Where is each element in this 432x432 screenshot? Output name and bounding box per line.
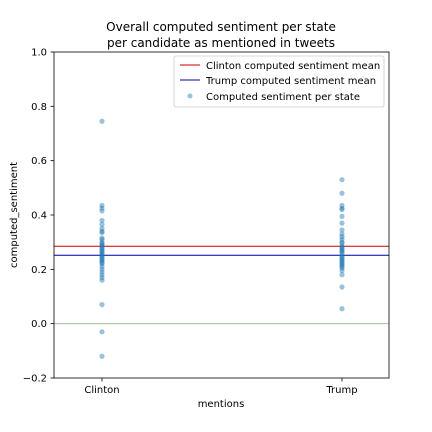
point-clinton-35 — [99, 329, 105, 335]
point-clinton-18 — [99, 249, 105, 255]
legend-state-point-label: Computed sentiment per state — [206, 92, 360, 103]
y-tick-label-1: 0.0 — [31, 319, 47, 330]
point-trump-31 — [339, 284, 345, 290]
point-trump-3 — [339, 205, 345, 211]
point-trump-25 — [339, 261, 345, 267]
point-clinton-10 — [99, 236, 105, 243]
point-trump-11 — [339, 239, 345, 245]
y-tick-label-0: −0.2 — [23, 374, 47, 385]
point-trump-6 — [339, 220, 345, 226]
point-trump-7 — [339, 227, 345, 233]
point-clinton-22 — [99, 254, 105, 260]
point-trump-5 — [339, 213, 345, 219]
point-clinton-9 — [99, 235, 105, 241]
point-trump-30 — [339, 272, 345, 278]
point-trump-8 — [339, 231, 345, 237]
point-clinton-25 — [99, 258, 105, 264]
point-clinton-6 — [99, 225, 105, 232]
point-clinton-20 — [99, 251, 105, 257]
legend-clinton-mean-label: Clinton computed sentiment mean — [206, 61, 380, 72]
point-trump-0 — [339, 177, 345, 183]
point-trump-2 — [339, 202, 345, 209]
legend-box — [173, 55, 385, 108]
y-tick-label-2: 0.2 — [31, 265, 47, 276]
point-clinton-15 — [99, 245, 105, 251]
point-clinton-21 — [99, 253, 105, 259]
point-trump-32 — [339, 306, 345, 312]
point-clinton-27 — [99, 261, 105, 267]
point-clinton-4 — [99, 217, 105, 224]
point-trump-16 — [339, 247, 345, 253]
x-tick-label-trump: Trump — [325, 385, 357, 396]
point-trump-13 — [339, 243, 345, 249]
point-clinton-14 — [99, 243, 105, 249]
point-trump-20 — [339, 254, 345, 260]
point-trump-15 — [339, 246, 345, 252]
y-tick-label-6: 1.0 — [31, 48, 47, 59]
point-clinton-26 — [99, 259, 105, 266]
point-clinton-36 — [99, 353, 105, 359]
point-clinton-17 — [99, 247, 105, 253]
point-trump-18 — [339, 250, 345, 256]
point-trump-26 — [339, 262, 345, 268]
point-clinton-8 — [99, 230, 105, 236]
point-clinton-13 — [99, 242, 105, 248]
plot-frame — [53, 51, 390, 379]
point-clinton-34 — [99, 302, 105, 308]
x-axis-ticks: Clinton Trump — [84, 378, 358, 396]
y-tick-label-3: 0.4 — [31, 211, 47, 222]
legend-state-point-swatch — [187, 93, 193, 99]
point-clinton-11 — [99, 239, 105, 245]
point-clinton-31 — [99, 272, 105, 278]
chart-title-line-1: Overall computed sentiment per state — [106, 20, 336, 34]
point-clinton-0 — [99, 118, 105, 124]
x-tick-label-clinton: Clinton — [84, 385, 119, 396]
point-trump-19 — [339, 253, 345, 259]
point-clinton-24 — [99, 257, 105, 263]
point-clinton-19 — [99, 250, 105, 256]
point-clinton-1 — [99, 202, 105, 209]
point-clinton-32 — [99, 274, 105, 281]
point-clinton-30 — [99, 269, 105, 275]
legend-trump-mean-label: Trump computed sentiment mean — [205, 76, 376, 87]
point-trump-9 — [339, 234, 345, 240]
point-trump-12 — [339, 240, 345, 247]
point-clinton-2 — [99, 205, 105, 211]
point-trump-23 — [339, 258, 345, 264]
point-trump-17 — [339, 249, 345, 255]
point-trump-1 — [339, 190, 345, 196]
point-clinton-3 — [99, 208, 105, 214]
point-clinton-29 — [99, 266, 105, 272]
point-clinton-16 — [99, 246, 105, 252]
y-tick-label-4: 0.6 — [31, 156, 47, 167]
chart-title-line-2: per candidate as mentioned in tweets — [107, 36, 335, 50]
y-axis-ticks: −0.2 0.0 0.2 0.4 0.6 0.8 1.0 — [23, 48, 54, 385]
point-trump-4 — [339, 206, 345, 213]
y-axis-label: computed_sentiment — [9, 162, 20, 268]
point-clinton-33 — [99, 277, 105, 283]
y-tick-label-5: 0.8 — [31, 102, 47, 113]
point-trump-21 — [339, 255, 345, 262]
point-clinton-23 — [99, 255, 105, 262]
point-trump-27 — [339, 264, 345, 270]
point-trump-22 — [339, 257, 345, 263]
point-trump-29 — [339, 268, 345, 274]
legend: Clinton computed sentiment mean Trump co… — [173, 55, 385, 108]
point-trump-14 — [339, 245, 345, 251]
point-trump-10 — [339, 236, 345, 243]
point-clinton-28 — [99, 264, 105, 270]
point-trump-28 — [339, 265, 345, 271]
plot-area — [54, 118, 389, 359]
point-trump-24 — [339, 259, 345, 266]
x-axis-label: mentions — [198, 399, 245, 410]
point-clinton-12 — [99, 240, 105, 247]
point-clinton-7 — [99, 228, 105, 234]
point-clinton-5 — [99, 221, 105, 228]
